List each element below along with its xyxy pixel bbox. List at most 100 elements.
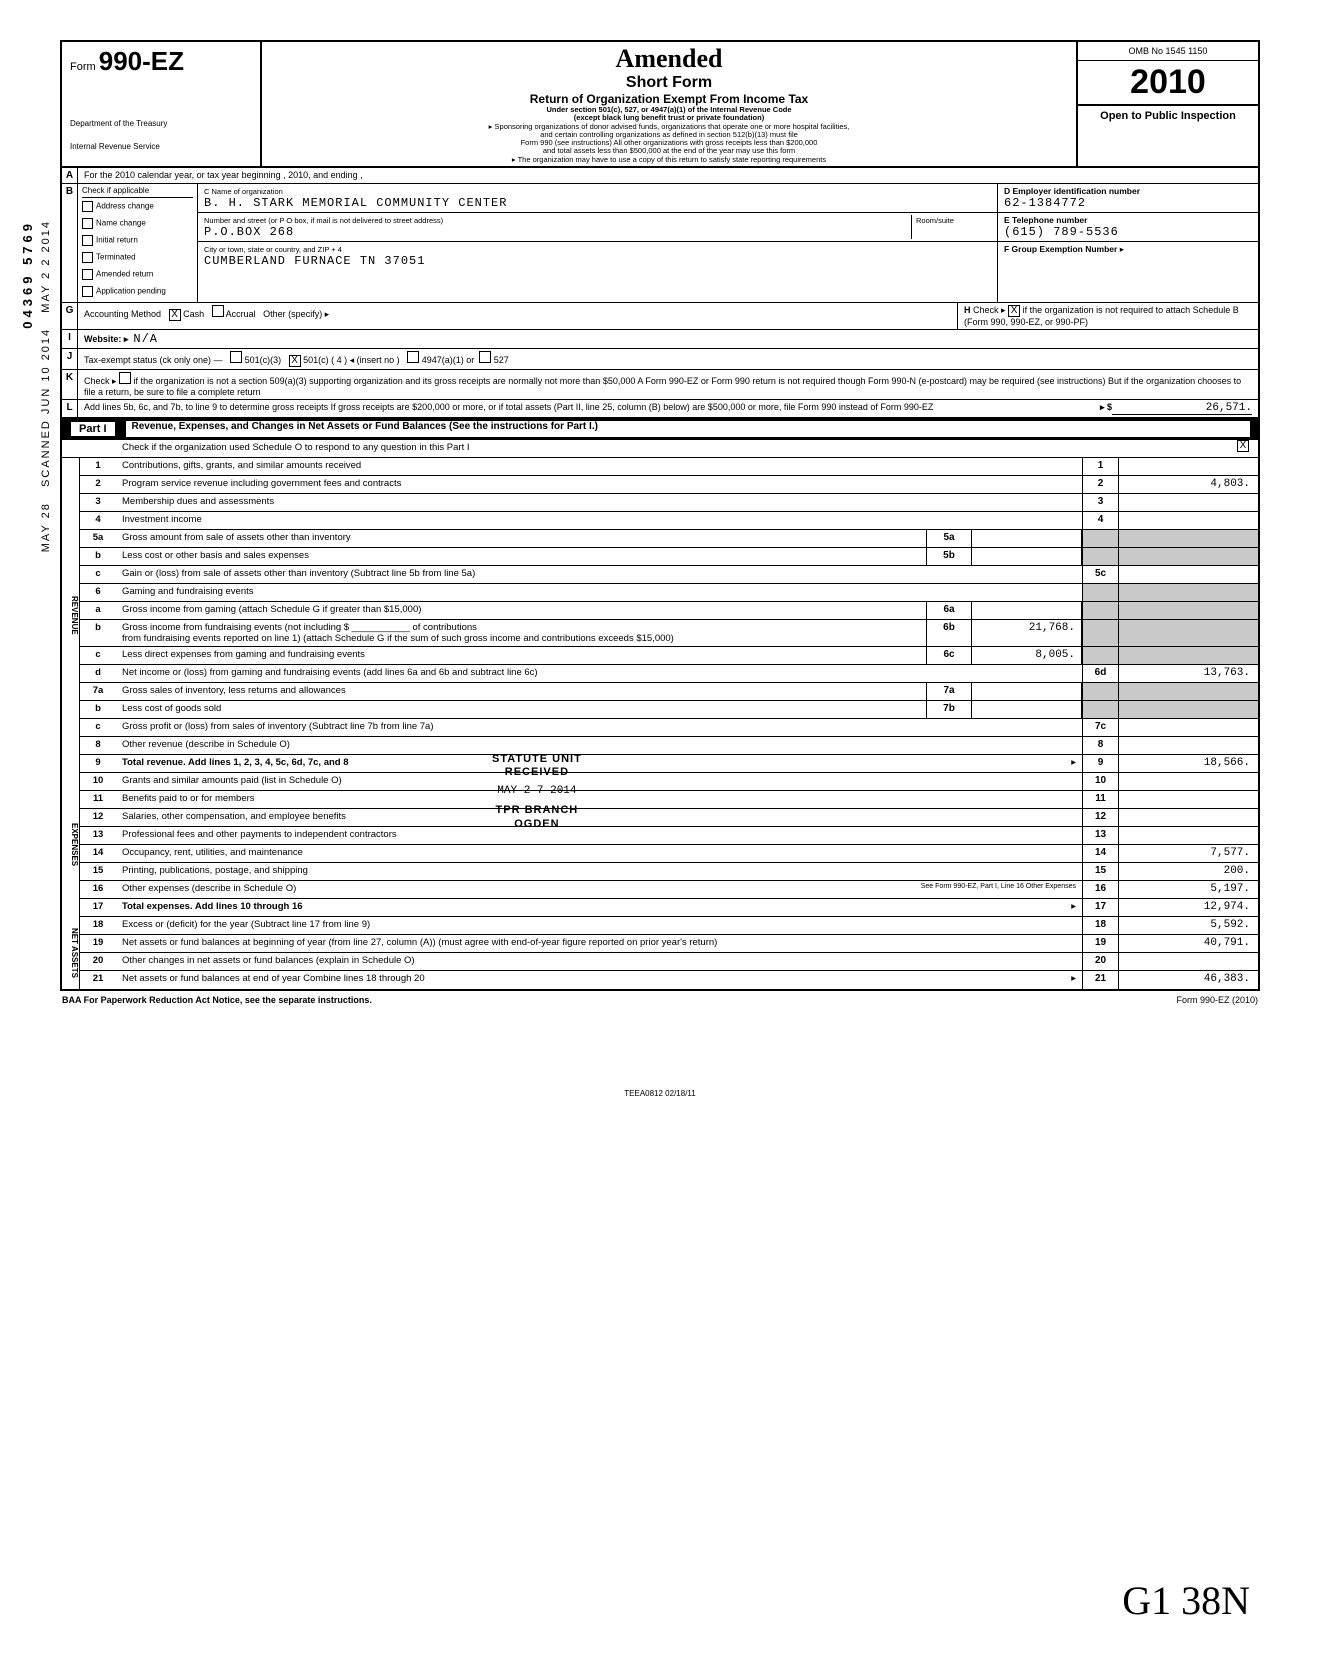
val-15: 200.	[1118, 863, 1258, 880]
marker-a: A	[62, 168, 78, 183]
line-7b: Less cost of goods sold	[116, 701, 926, 718]
amended-handwritten: Amended	[272, 44, 1066, 74]
line-k-text: if the organization is not a section 509…	[84, 376, 1241, 397]
handwritten-corner: G1 38N	[1122, 1577, 1250, 1624]
cb-sched-b[interactable]: X	[1008, 305, 1020, 317]
marker-j: J	[62, 349, 78, 369]
cb-accrual[interactable]	[212, 305, 224, 317]
line-7c: Gross profit or (loss) from sales of inv…	[116, 719, 1082, 736]
cb-509a3[interactable]	[119, 372, 131, 384]
bcdef-block: B Check if applicable Address change Nam…	[62, 184, 1258, 303]
tax-exempt-status: Tax-exempt status (ck only one) — 501(c)…	[78, 349, 1258, 369]
org-address: P.O.BOX 268	[204, 225, 294, 239]
dept-line-1: Department of the Treasury	[70, 119, 252, 128]
checkbox-column: Check if applicable Address change Name …	[78, 184, 198, 302]
marker-k: K	[62, 370, 78, 399]
form-990ez: Form 990-EZ Department of the Treasury I…	[60, 40, 1260, 991]
net-assets-section: NET ASSETS 18Excess or (deficit) for the…	[62, 917, 1258, 989]
cb-501c[interactable]: X	[289, 355, 301, 367]
org-name: B. H. STARK MEMORIAL COMMUNITY CENTER	[204, 196, 507, 210]
line-10: Grants and similar amounts paid (list in…	[116, 773, 1082, 790]
cb-501c3[interactable]	[230, 351, 242, 363]
omb-number: OMB No 1545 1150	[1078, 42, 1258, 61]
line-21: Net assets or fund balances at end of ye…	[116, 971, 1082, 989]
line-12: Salaries, other compensation, and employ…	[116, 809, 1082, 826]
part-1-header: Part I Revenue, Expenses, and Changes in…	[62, 418, 1258, 440]
open-public: Open to Public Inspection	[1078, 104, 1258, 126]
line-18: Excess or (deficit) for the year (Subtra…	[116, 917, 1082, 934]
revenue-section: REVENUE 1Contributions, gifts, grants, a…	[62, 458, 1258, 773]
part-1-check-row: Check if the organization used Schedule …	[62, 440, 1258, 458]
line-11: Benefits paid to or for members	[116, 791, 1082, 808]
tax-year: 2010	[1078, 61, 1258, 104]
line-14: Occupancy, rent, utilities, and maintena…	[116, 845, 1082, 862]
line-1: Contributions, gifts, grants, and simila…	[116, 458, 1082, 475]
line-6d: Net income or (loss) from gaming and fun…	[116, 665, 1082, 682]
side-code-vertical: 04369 5769	[20, 220, 35, 329]
marker-g: G	[62, 303, 78, 329]
side-stamps-vertical: MAY 28 SCANNED JUN 10 2014 MAY 2 2 2014	[40, 220, 52, 552]
form-id-block: Form 990-EZ Department of the Treasury I…	[62, 42, 262, 166]
subval-6c: 8,005.	[972, 647, 1082, 664]
page-footer: BAA For Paperwork Reduction Act Notice, …	[60, 991, 1260, 1009]
line-4: Investment income	[116, 512, 1082, 529]
group-exempt-label: F Group Exemption Number	[1004, 244, 1117, 254]
val-17: 12,974.	[1118, 899, 1258, 916]
org-city: CUMBERLAND FURNACE TN 37051	[204, 254, 425, 268]
subtitle-7: ▸ The organization may have to use a cop…	[272, 156, 1066, 164]
addr-label: Number and street (or P O box, if mail i…	[204, 216, 443, 225]
line-a-row: A For the 2010 calendar year, or tax yea…	[62, 168, 1258, 184]
cb-address-change[interactable]	[82, 201, 93, 212]
cb-name-change[interactable]	[82, 218, 93, 229]
cb-schedule-o[interactable]: X	[1237, 440, 1249, 452]
expenses-section: EXPENSES 10Grants and similar amounts pa…	[62, 773, 1258, 917]
accounting-method: Accounting Method X Cash Accrual Other (…	[78, 303, 958, 329]
name-address-column: C Name of organizationB. H. STARK MEMORI…	[198, 184, 998, 302]
cb-terminated[interactable]	[82, 252, 93, 263]
line-j-row: J Tax-exempt status (ck only one) — 501(…	[62, 349, 1258, 370]
cb-amended[interactable]	[82, 269, 93, 280]
arrow-icon: ▸	[1120, 244, 1124, 254]
line-15: Printing, publications, postage, and shi…	[116, 863, 1082, 880]
val-2: 4,803.	[1118, 476, 1258, 493]
line-5b: Less cost or other basis and sales expen…	[116, 548, 926, 565]
line-i-row: I Website: ▸ N/A	[62, 330, 1258, 349]
city-label: City or town, state or country, and ZIP …	[204, 245, 342, 254]
ein-value: 62-1384772	[1004, 196, 1086, 210]
marker-l: L	[62, 400, 78, 417]
form-title-block: Amended Short Form Return of Organizatio…	[262, 42, 1078, 166]
ein-label: D Employer identification number	[1004, 186, 1140, 196]
cb-cash[interactable]: X	[169, 309, 181, 321]
phone-label: E Telephone number	[1004, 215, 1087, 225]
short-form-title: Short Form	[272, 74, 1066, 92]
subval-6b: 21,768.	[972, 620, 1082, 646]
line-3: Membership dues and assessments	[116, 494, 1082, 511]
part-1-title: Revenue, Expenses, and Changes in Net As…	[132, 421, 598, 432]
cb-application-pending[interactable]	[82, 286, 93, 297]
received-stamp: STATUTE UNIT RECEIVED MAY 2 7 2014 TPR B…	[492, 753, 582, 831]
form-number: 990-EZ	[99, 46, 184, 76]
cb-527[interactable]	[479, 351, 491, 363]
line-l-row: L Add lines 5b, 6c, and 7b, to line 9 to…	[62, 400, 1258, 418]
line-gh-row: G Accounting Method X Cash Accrual Other…	[62, 303, 1258, 330]
line-6: Gaming and fundraising events	[116, 584, 1082, 601]
schedule-o-check-text: Check if the organization used Schedule …	[62, 440, 1228, 457]
line-k-row: K Check ▸ if the organization is not a s…	[62, 370, 1258, 400]
line-6c: Less direct expenses from gaming and fun…	[116, 647, 926, 664]
cb-initial-return[interactable]	[82, 235, 93, 246]
val-21: 46,383.	[1118, 971, 1258, 989]
return-title: Return of Organization Exempt From Incom…	[272, 92, 1066, 106]
line-8: Other revenue (describe in Schedule O)	[116, 737, 1082, 754]
line-19: Net assets or fund balances at beginning…	[116, 935, 1082, 952]
val-18: 5,592.	[1118, 917, 1258, 934]
marker-i: I	[62, 330, 78, 348]
cb-4947[interactable]	[407, 351, 419, 363]
val-16: 5,197.	[1118, 881, 1258, 898]
line-5a: Gross amount from sale of assets other t…	[116, 530, 926, 547]
dept-line-2: Internal Revenue Service	[70, 142, 252, 151]
website-value: N/A	[133, 332, 158, 346]
line-20: Other changes in net assets or fund bala…	[116, 953, 1082, 970]
check-applicable-label: Check if applicable	[82, 186, 193, 198]
revenue-label: REVENUE	[62, 458, 80, 773]
line-a-text: For the 2010 calendar year, or tax year …	[78, 168, 1258, 183]
